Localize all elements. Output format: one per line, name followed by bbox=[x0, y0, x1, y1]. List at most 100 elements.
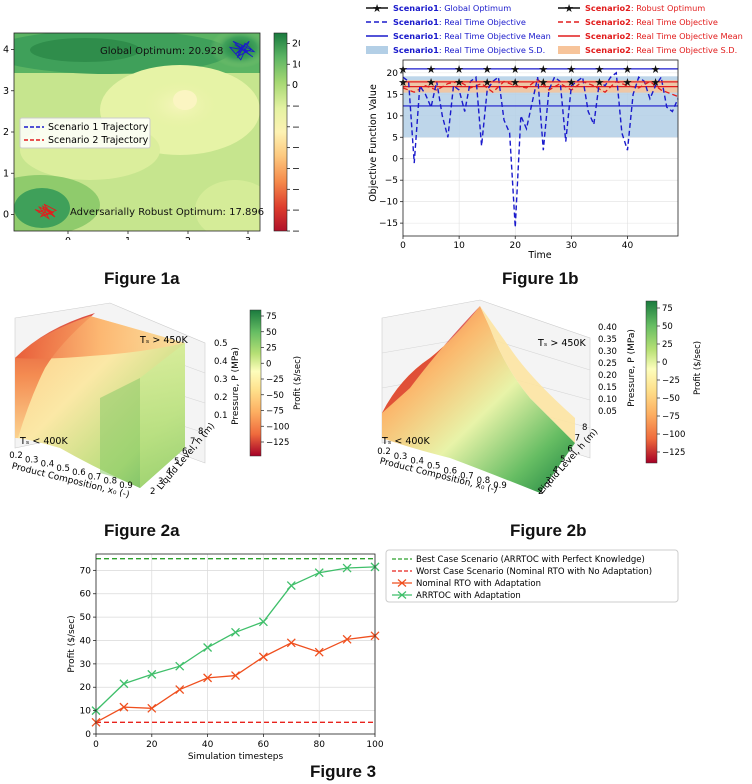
fig2b-x-tick-label: 0.9 bbox=[493, 481, 507, 491]
fig1b-x-tick-label: 0 bbox=[400, 241, 406, 251]
fig3-y-tick-label: 0 bbox=[85, 730, 91, 740]
fig1a-y-tick-label: 1 bbox=[3, 168, 9, 179]
fig1a-robust-label: Adversarially Robust Optimum: 17.896 bbox=[70, 207, 264, 218]
fig1a-trajectory-1 bbox=[228, 40, 256, 61]
fig1a-trajectory-2 bbox=[34, 203, 58, 220]
fig3-legend-x-icon bbox=[397, 579, 407, 587]
fig3-series-4-point bbox=[258, 617, 268, 627]
figure-2a-chart: Tₛ > 450K Tₛ < 400K 0.50.40.30.20.1 Pres… bbox=[9, 302, 303, 501]
fig1b-plot-area: ★ ★ ★ ★ ★ ★ ★ ★ ★ ★★ ★ ★ ★ ★ ★ ★ ★ ★ ★0 10 20 30 40−15−10−5051… bbox=[379, 59, 679, 251]
fig1b-x-tick-label: 40 bbox=[622, 241, 634, 251]
fig2b-z-tick-label: 0.40 bbox=[598, 323, 617, 333]
fig2a-x-ticks: 0.2 0.3 0.4 0.5 0.6 0.7 0.8 0.9 bbox=[9, 451, 133, 491]
fig1b-legend-star-icon: ★ bbox=[564, 2, 574, 15]
fig2b-x-tick-label: 0.2 bbox=[377, 447, 391, 457]
fig3-series-4-point bbox=[286, 581, 296, 591]
fig2b-z-tick-label: 0.30 bbox=[598, 347, 617, 357]
fig2b-x-tick-label: 0.7 bbox=[460, 471, 474, 481]
fig1a-colorbar-tick-label: 10 bbox=[292, 59, 300, 70]
fig2b-colorbar-tick-label: 75 bbox=[662, 304, 673, 314]
fig1a-legend-s1: Scenario 1 Trajectory bbox=[48, 122, 149, 133]
fig3-series-4-point bbox=[342, 563, 352, 573]
fig1b-optimum-star-icon: ★ bbox=[510, 76, 520, 89]
fig3-x-tick-label: 0 bbox=[93, 740, 99, 750]
fig2a-label-top: Tₛ > 450K bbox=[139, 335, 188, 346]
fig1a-trajectories bbox=[34, 40, 256, 220]
fig3-plot-frame bbox=[95, 553, 376, 735]
fig2a-colorbar-title: Profit ($/sec) bbox=[293, 356, 303, 410]
fig2a-x-tick-label: 0.4 bbox=[41, 460, 55, 470]
fig3-series-3-point bbox=[231, 671, 240, 681]
fig1b-optimum-star-icon: ★ bbox=[623, 63, 633, 76]
figure-2a-caption: Figure 2a bbox=[104, 521, 180, 540]
fig3-y-tick-label: 20 bbox=[80, 683, 92, 693]
fig3-x-tick-label: 60 bbox=[258, 740, 270, 750]
fig3-y-tick-label: 40 bbox=[80, 636, 92, 646]
fig1b-y-tick-label: −10 bbox=[379, 198, 398, 208]
fig2a-colorbar-tick-label: −100 bbox=[266, 422, 289, 432]
fig2b-x-ticks: 0.2 0.3 0.4 0.5 0.6 0.7 0.8 0.9 bbox=[377, 447, 507, 491]
fig1b-legend-label: Scenario2: Real Time Objective Mean bbox=[585, 31, 743, 41]
fig2a-y-tick-label: 6 bbox=[182, 447, 187, 457]
fig1a-y-tick-label: 3 bbox=[3, 86, 9, 97]
fig1a-colorbar-ticks: 20 10 0 −10 −20 −30 −40 −50 −60 −70 bbox=[287, 38, 300, 237]
fig1b-y-tick-label: 20 bbox=[387, 69, 399, 79]
fig2b-x-tick-label: 0.8 bbox=[477, 476, 491, 486]
fig1b-x-tick-label: 10 bbox=[453, 241, 465, 251]
figure-2b-chart: Tₛ > 450K Tₛ < 400K 0.400.350.300.250.20… bbox=[377, 299, 703, 497]
fig2a-x-tick-label: 0.2 bbox=[9, 451, 23, 461]
fig2a-x-tick-label: 0.7 bbox=[88, 472, 102, 482]
fig3-x-tick-label: 40 bbox=[202, 740, 214, 750]
fig2a-x-tick-label: 0.6 bbox=[72, 468, 86, 478]
fig1a-y-tick-label: 4 bbox=[3, 45, 9, 56]
fig3-series-4-point bbox=[175, 661, 185, 671]
fig2a-y-tick-label: 5 bbox=[174, 457, 179, 467]
fig1a-colorbar-tick-label: −30 bbox=[292, 143, 300, 154]
fig2b-z-tick-label: 0.25 bbox=[598, 359, 617, 369]
fig1b-legend-patch bbox=[366, 46, 388, 54]
fig1b-optimum-star-icon: ★ bbox=[454, 76, 464, 89]
fig1a-colorbar-tick-label: −60 bbox=[292, 205, 300, 216]
fig1b-y-tick-label: 5 bbox=[392, 133, 398, 143]
fig2b-label-top: Tₛ > 450K bbox=[537, 338, 586, 349]
fig1b-realtime-scenario1 bbox=[402, 71, 679, 228]
fig2a-colorbar-tick-label: −25 bbox=[266, 375, 284, 385]
fig3-y-tick-label: 10 bbox=[80, 707, 92, 717]
fig2a-colorbar-tick-label: 50 bbox=[266, 328, 277, 338]
fig2a-y-tick-label: 2 bbox=[150, 487, 155, 497]
fig3-legend-label: Best Case Scenario (ARRTOC with Perfect … bbox=[416, 555, 645, 565]
fig2b-colorbar-tick-label: −100 bbox=[662, 430, 685, 440]
fig3-series-4-line bbox=[95, 566, 376, 712]
fig1b-optimum-star-icon: ★ bbox=[426, 76, 436, 89]
fig3-x-tick-label: 100 bbox=[366, 740, 383, 750]
fig1b-legend-label: Scenario2: Robust Optimum bbox=[585, 3, 705, 13]
fig3-series-4-point bbox=[314, 568, 324, 578]
fig1b-y-tick-label: 0 bbox=[392, 155, 398, 165]
fig2a-x-tick-label: 0.5 bbox=[56, 464, 70, 474]
fig1b-x-tick-label: 20 bbox=[510, 241, 522, 251]
fig2b-z-ticks: 0.40 0.35 0.30 0.25 0.20 0.15 0.10 0.05 bbox=[598, 323, 617, 417]
fig1b-ylabel: Objective Function Value bbox=[368, 84, 379, 202]
figure-1a-caption: Figure 1a bbox=[104, 269, 180, 288]
fig3-legend: Best Case Scenario (ARRTOC with Perfect … bbox=[385, 549, 679, 603]
fig2a-z-ticks: 0.5 0.4 0.3 0.2 0.1 bbox=[214, 339, 228, 421]
fig1a-y-tick-label: 0 bbox=[3, 210, 9, 221]
figure-1b-caption: Figure 1b bbox=[502, 269, 579, 288]
fig2b-y-tick-label: 6 bbox=[567, 444, 572, 454]
fig3-series-4-point bbox=[119, 679, 129, 689]
fig1b-xlabel: Time bbox=[527, 250, 551, 261]
fig3-y-tick-label: 70 bbox=[80, 566, 92, 576]
fig3-plot-area: 0 20 40 60 80 100 0 10 20 30 40 50 60 70 Simulation ti… bbox=[67, 553, 384, 762]
fig2a-colorbar-tick-label: 75 bbox=[266, 312, 277, 322]
fig3-series-4-point bbox=[203, 643, 213, 652]
fig2b-y-tick-label: 4 bbox=[553, 466, 558, 476]
fig1b-legend-label: Scenario1: Real Time Objective Mean bbox=[393, 31, 551, 41]
fig2b-colorbar-tick-label: −25 bbox=[662, 376, 680, 386]
figure-1b-chart: ★ Scenario1: Global Optimum ★ Scenario2: Ro… bbox=[366, 2, 743, 261]
fig2a-z-tick-label: 0.3 bbox=[214, 375, 228, 385]
fig2a-surface bbox=[15, 313, 185, 488]
fig2b-x-tick-label: 0.3 bbox=[394, 452, 408, 462]
fig3-legend-frame bbox=[385, 549, 679, 603]
fig1b-optimum-star-icon: ★ bbox=[651, 76, 661, 89]
